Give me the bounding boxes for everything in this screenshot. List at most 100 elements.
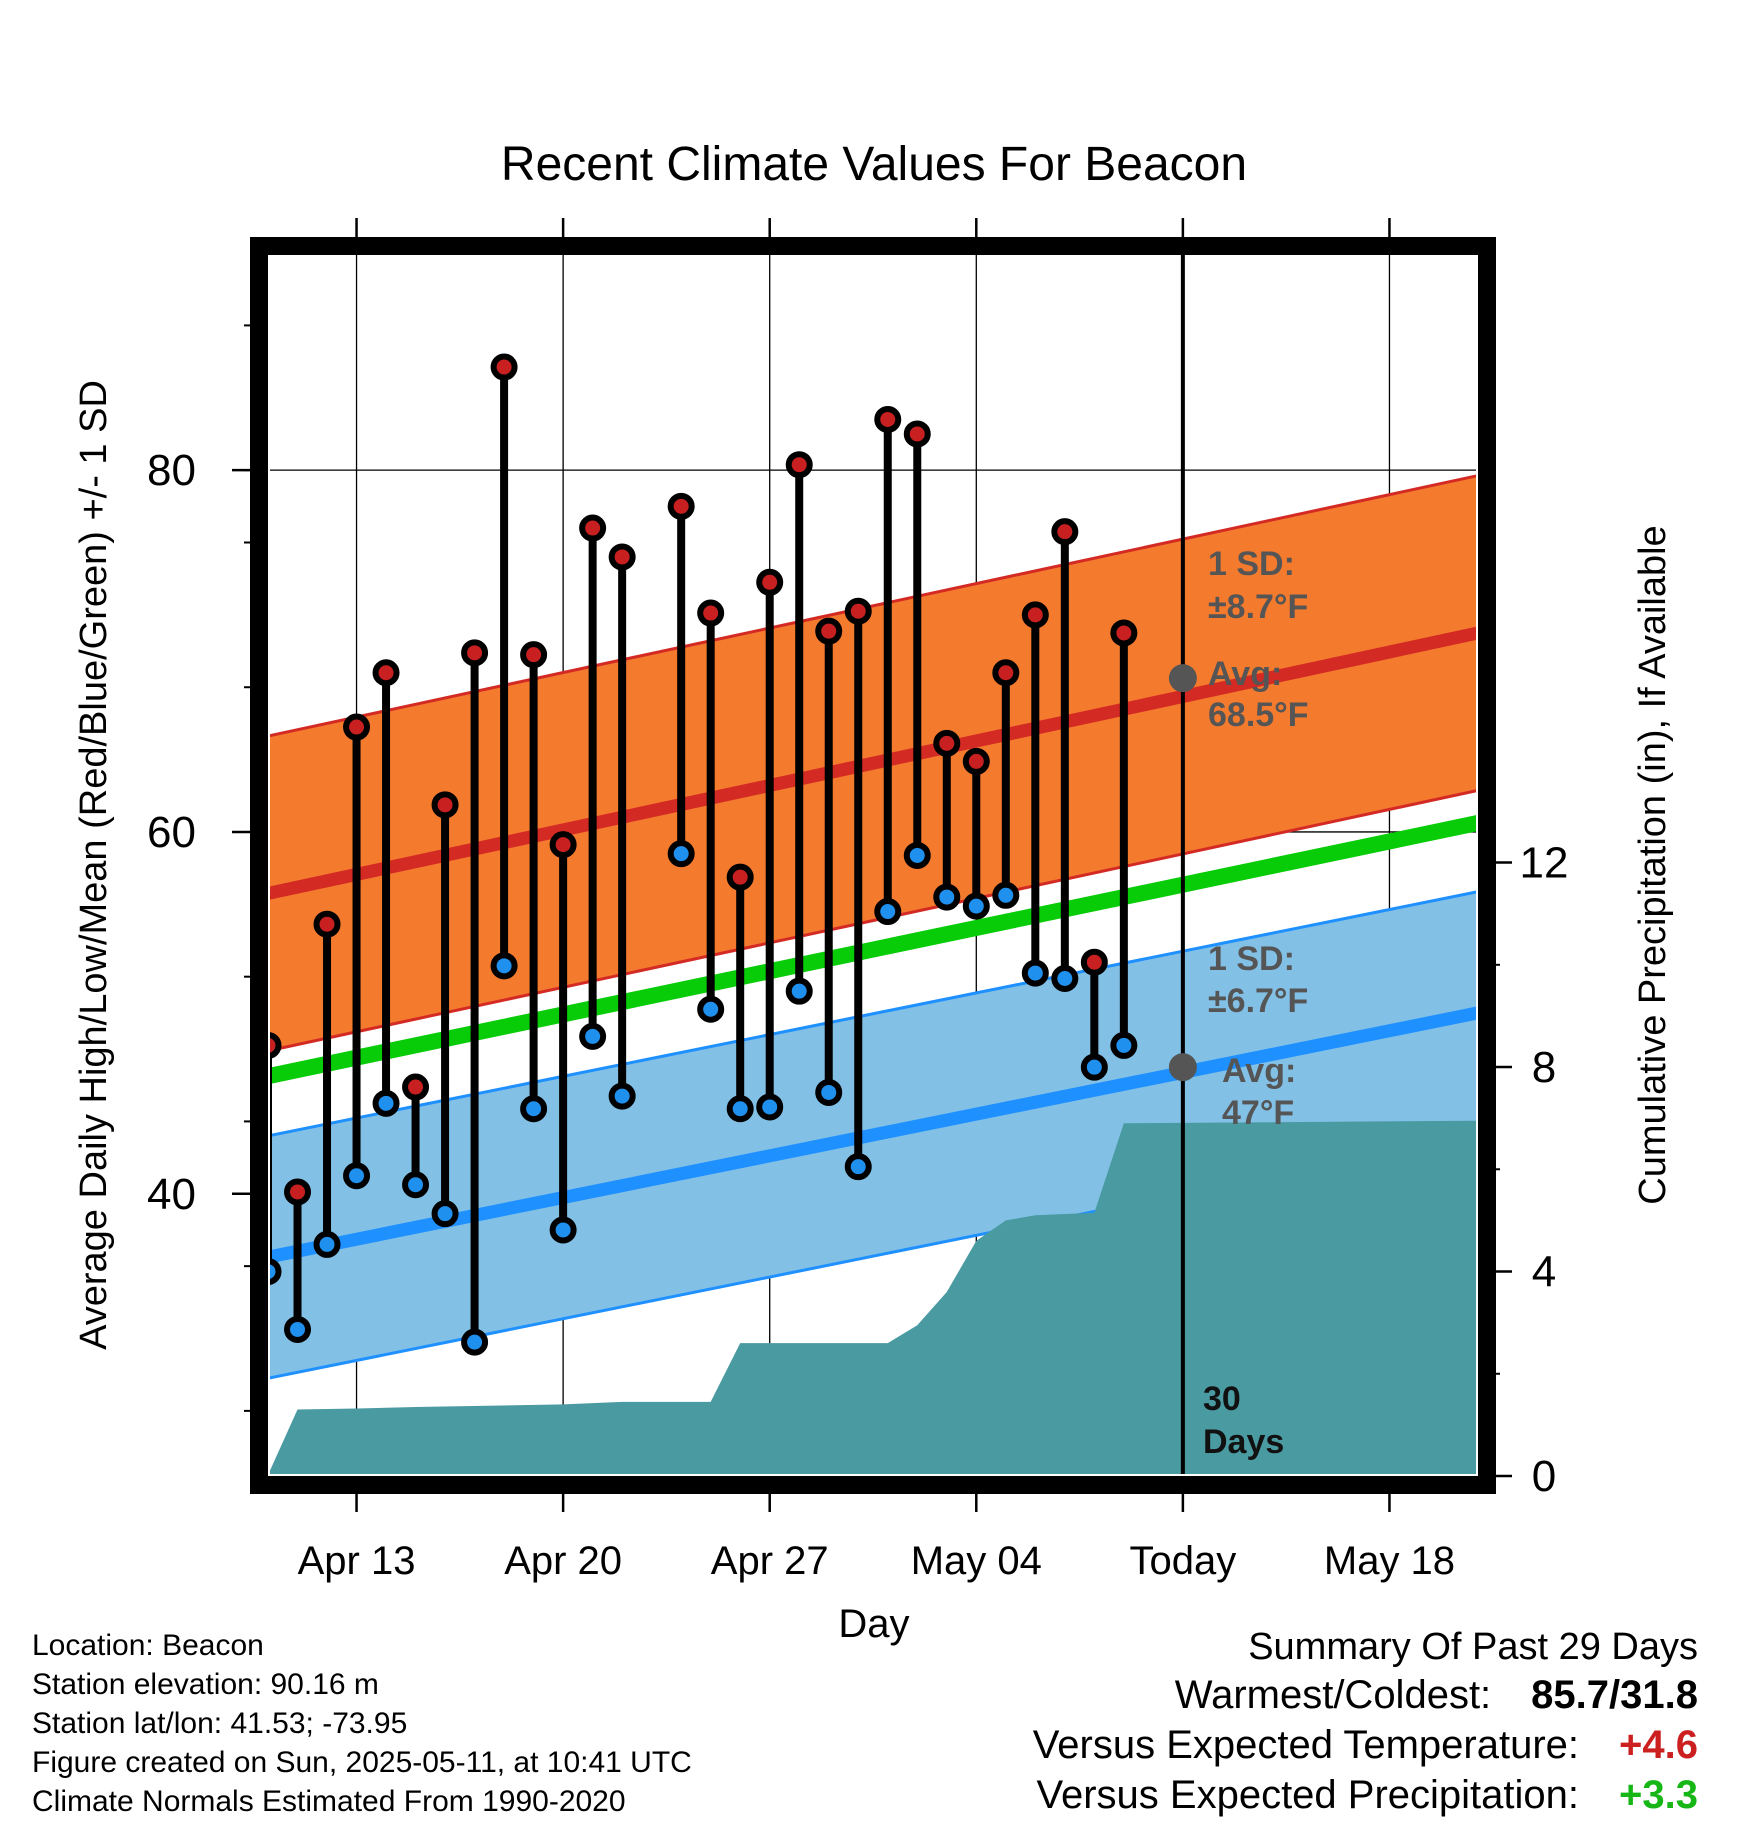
daily-high-point <box>697 599 725 627</box>
low-avg-label: Avg: <box>1222 1052 1296 1090</box>
x-tick-label: Apr 13 <box>298 1539 416 1583</box>
y2-tick-label: 8 <box>1532 1043 1556 1092</box>
location-text: Location: Beacon <box>32 1629 264 1662</box>
plot-frame <box>250 237 1496 1494</box>
low-avg-value: 47°F <box>1222 1094 1294 1132</box>
daily-high-point <box>372 659 400 687</box>
y2-axis-label: Cumulative Precipitation (in), If Availa… <box>1632 525 1674 1204</box>
daily-high-point <box>549 831 577 859</box>
station-info: Location: Beacon Station elevation: 90.1… <box>32 1626 692 1821</box>
normals-text: Climate Normals Estimated From 1990-2020 <box>32 1785 626 1818</box>
y2-tick-label: 4 <box>1532 1248 1556 1297</box>
daily-low-point <box>1051 964 1079 992</box>
daily-high-point <box>402 1073 430 1101</box>
warmest-coldest-value: 85.7/31.8 <box>1531 1673 1698 1717</box>
daily-high-point <box>962 747 990 775</box>
x-tick-label: May 04 <box>911 1539 1042 1583</box>
daily-low-point <box>756 1093 784 1121</box>
high-avg-value: 68.5°F <box>1208 696 1309 734</box>
warmest-coldest-label: Warmest/Coldest: <box>1174 1673 1492 1717</box>
daily-high-point <box>270 1032 282 1059</box>
daily-high-point <box>1080 948 1108 976</box>
y-tick-label: 80 <box>147 446 196 495</box>
high-sd-label: 1 SD: <box>1208 545 1295 583</box>
daily-low-point <box>1080 1053 1108 1081</box>
daily-low-point <box>284 1315 312 1343</box>
daily-low-point <box>461 1328 489 1356</box>
daily-high-point <box>933 729 961 757</box>
summary-panel: Summary Of Past 29 Days Warmest/Coldest:… <box>1033 1624 1698 1820</box>
daily-high-point <box>1110 619 1138 647</box>
normal-high-upper-edge <box>270 474 1476 738</box>
normal-mean-line <box>270 815 1476 1084</box>
daily-high-point <box>726 863 754 891</box>
temperature-departure-row: Versus Expected Temperature: +4.6 <box>1033 1720 1698 1770</box>
daily-low-point <box>490 952 518 980</box>
window-length-unit: Days <box>1203 1423 1284 1461</box>
normal-high-lower-edge <box>270 789 1476 1052</box>
daily-high-point <box>844 597 872 625</box>
temperature-departure-value: +4.6 <box>1619 1723 1698 1767</box>
plot-interior <box>270 246 1476 1474</box>
daily-low-point <box>962 892 990 920</box>
x-tick-label: Apr 20 <box>504 1539 622 1583</box>
daily-high-point <box>874 405 902 433</box>
normal-low-upper-edge <box>270 890 1476 1138</box>
chart-title: Recent Climate Values For Beacon <box>501 138 1247 191</box>
daily-low-point <box>667 840 695 868</box>
daily-high-point <box>1051 518 1079 546</box>
high-sd-value: ±8.7°F <box>1208 588 1308 626</box>
daily-high-point <box>579 514 607 542</box>
cumulative-precip-area <box>270 1120 1476 1474</box>
elevation-text: Station elevation: 90.16 m <box>32 1668 379 1701</box>
daily-low-point <box>844 1153 872 1181</box>
y2-tick-label: 0 <box>1532 1452 1556 1501</box>
daily-low-point <box>785 977 813 1005</box>
daily-low-point <box>520 1095 548 1123</box>
x-tick-label: Today <box>1130 1539 1237 1583</box>
daily-low-point <box>270 1258 282 1285</box>
high-avg-label: Avg: <box>1208 655 1282 693</box>
daily-low-point <box>372 1089 400 1117</box>
daily-low-point <box>549 1216 577 1244</box>
daily-low-point <box>431 1200 459 1228</box>
summary-title: Summary Of Past 29 Days <box>1248 1626 1698 1668</box>
normal-low-avg-line <box>270 1006 1476 1264</box>
x-tick-label: Apr 27 <box>711 1539 829 1583</box>
daily-high-point <box>756 568 784 596</box>
daily-low-point <box>1110 1031 1138 1059</box>
created-text: Figure created on Sun, 2025-05-11, at 10… <box>32 1746 692 1779</box>
daily-low-point <box>608 1082 636 1110</box>
daily-low-point <box>903 841 931 869</box>
daily-high-point <box>903 420 931 448</box>
today-high-avg-marker <box>1168 664 1197 693</box>
daily-high-point <box>667 492 695 520</box>
daily-low-point <box>1021 959 1049 987</box>
window-length-number: 30 <box>1203 1380 1241 1418</box>
x-axis-label: Day <box>838 1602 909 1646</box>
daily-high-point <box>313 910 341 938</box>
precipitation-departure-row: Versus Expected Precipitation: +3.3 <box>1033 1770 1699 1820</box>
daily-low-point <box>697 995 725 1023</box>
daily-low-point <box>992 881 1020 909</box>
x-tick-label: May 18 <box>1324 1539 1455 1583</box>
daily-high-point <box>608 543 636 571</box>
daily-high-point <box>992 659 1020 687</box>
precipitation-departure-value: +3.3 <box>1619 1773 1698 1817</box>
y2-tick-label: 12 <box>1520 839 1569 888</box>
daily-low-point <box>874 898 902 926</box>
daily-high-point <box>785 451 813 479</box>
daily-low-point <box>402 1171 430 1199</box>
latlon-text: Station lat/lon: 41.53; -73.95 <box>32 1707 408 1740</box>
daily-high-point <box>461 639 489 667</box>
temperature-departure-label: Versus Expected Temperature: <box>1032 1723 1580 1767</box>
y-tick-label: 40 <box>147 1170 196 1219</box>
daily-high-point <box>520 641 548 669</box>
low-sd-label: 1 SD: <box>1208 940 1295 978</box>
daily-low-point <box>343 1162 371 1190</box>
today-low-avg-marker <box>1168 1053 1197 1082</box>
precipitation-departure-label: Versus Expected Precipitation: <box>1036 1773 1580 1817</box>
normal-high-avg-line <box>270 626 1476 900</box>
